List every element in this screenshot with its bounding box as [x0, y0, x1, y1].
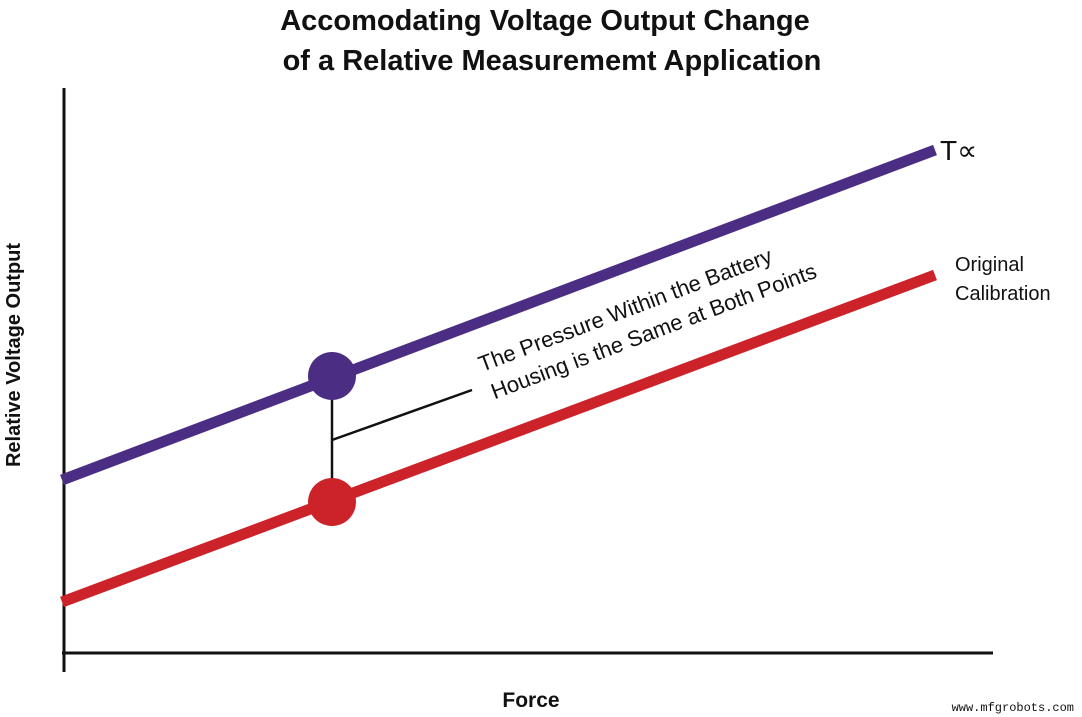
point — [308, 352, 356, 400]
title-line: Accomodating Voltage Output Change — [280, 5, 810, 37]
shifted-line — [60, 144, 937, 486]
watermark: www.mfgrobots.com — [952, 701, 1074, 715]
line-label: Calibration — [955, 283, 1051, 305]
line-label: T∝ — [940, 135, 977, 166]
line-label: Original — [955, 254, 1024, 276]
point — [308, 478, 356, 526]
leader-line — [331, 388, 473, 442]
x-axis-label: Force — [502, 689, 559, 712]
title-line: of a Relative Measurememt Application — [283, 45, 822, 77]
calibration-line — [60, 269, 937, 608]
y-axis-label: Relative Voltage Output — [3, 243, 25, 467]
